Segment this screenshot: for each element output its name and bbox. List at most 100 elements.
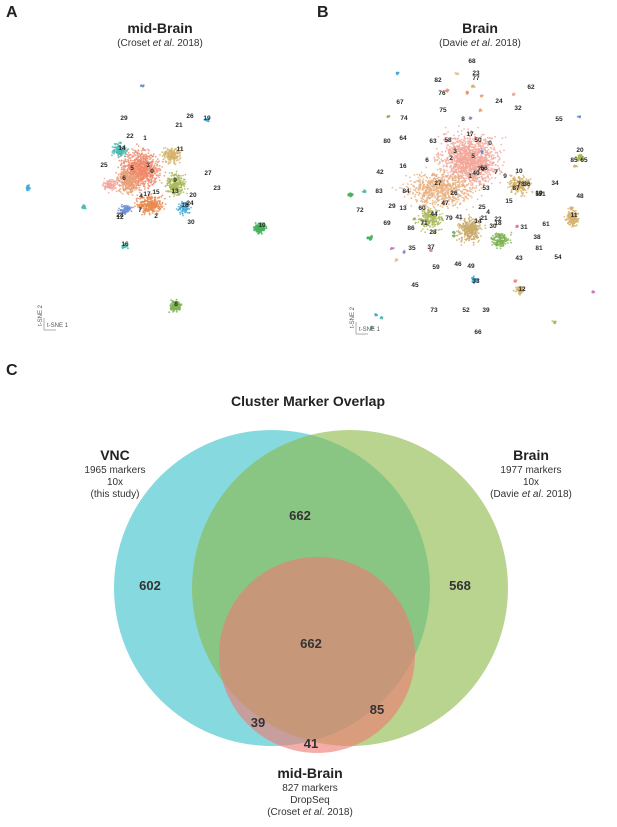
count-vnc-brain: 662 xyxy=(289,508,311,523)
panel-b-cluster-label: 71 xyxy=(420,220,428,227)
panel-b-cluster-label: 69 xyxy=(383,220,391,227)
panel-a-cluster-label: 30 xyxy=(187,219,195,226)
panel-a-axis-indicator: t-SNE 2 t-SNE 1 xyxy=(38,304,69,331)
panel-b-cluster-label: 1 xyxy=(468,173,472,180)
panel-b-cluster-label: 84 xyxy=(402,188,410,195)
panel-b-cluster-label: 53 xyxy=(482,185,490,192)
panel-b-cluster-label: 39 xyxy=(482,307,490,314)
panel-b-cluster-label: 43 xyxy=(515,255,523,262)
count-all-three: 662 xyxy=(300,636,322,651)
panel-a-cluster-label: 22 xyxy=(126,133,134,140)
panel-b-cluster-label: 30 xyxy=(489,223,497,230)
panel-b-cluster-label: 87 xyxy=(512,185,520,192)
panel-letter-a: A xyxy=(6,4,18,21)
vnc-source: (this study) xyxy=(90,489,140,500)
panel-b-cluster-label: 3 xyxy=(453,148,457,155)
panel-b-cluster-label: 65 xyxy=(580,157,588,164)
panel-b-cluster-label: 49 xyxy=(467,263,475,270)
panel-a-cluster-label: 2 xyxy=(154,213,158,220)
brain-marker-count: 1977 markers xyxy=(500,465,562,476)
panel-b-citation: (Davie et al. 2018) xyxy=(439,38,521,49)
panel-b-cluster-label: 58 xyxy=(444,137,452,144)
panel-a-cluster-label: 14 xyxy=(118,145,126,152)
brain-platform: 10x xyxy=(522,477,540,488)
count-vnc-only: 602 xyxy=(139,578,161,593)
panel-b-cluster-label: 15 xyxy=(505,198,513,205)
panel-b-cluster-label: 32 xyxy=(514,105,522,112)
panel-b-cluster-label: 21 xyxy=(480,215,488,222)
panel-b-cluster-label: 18 xyxy=(494,220,502,227)
panel-b-cluster-label: 4 xyxy=(486,209,490,216)
vnc-platform: 10x xyxy=(106,477,124,488)
panel-b-cluster-label: 8 xyxy=(461,116,465,123)
panel-a-cluster-label: 23 xyxy=(213,185,221,192)
panel-b-cluster-label: 46 xyxy=(454,261,462,268)
panel-b-cluster-label: 82 xyxy=(434,77,442,84)
panel-b-cluster-label: 78 xyxy=(517,181,525,188)
panel-a-cluster-label: 12 xyxy=(116,214,124,221)
panel-letter-b: B xyxy=(317,4,329,21)
panel-b-cluster-label: 81 xyxy=(535,245,543,252)
panel-b-cluster-label: 38 xyxy=(533,234,541,241)
panel-b-cluster-label: 56 xyxy=(480,165,488,172)
panel-a-cluster-label: 20 xyxy=(189,192,197,199)
panel-b-cluster-label: 76 xyxy=(438,90,446,97)
panel-a-cluster-label: 16 xyxy=(121,241,129,248)
panel-b-cluster-label: 52 xyxy=(462,307,470,314)
panel-b-cluster-label: 19 xyxy=(535,190,543,197)
panel-b-cluster-label: 63 xyxy=(429,138,437,145)
panel-b-cluster-label: 62 xyxy=(527,84,535,91)
panel-b-cluster-label: 26 xyxy=(450,190,458,197)
panel-b-cluster-label: 40 xyxy=(472,170,480,177)
panel-b-cluster-label: 12 xyxy=(518,286,526,293)
panel-letter-c: C xyxy=(6,362,18,379)
panel-b-cluster-label: 2 xyxy=(449,155,453,162)
midbrain-circle xyxy=(219,557,415,753)
panel-b-cluster-label: 7 xyxy=(494,169,498,176)
panel-a-cluster-label: 10 xyxy=(258,222,266,229)
panel-b-cluster-label: 22 xyxy=(494,216,502,223)
panel-a-citation: (Croset et al. 2018) xyxy=(117,38,203,49)
count-brain-only: 568 xyxy=(449,578,471,593)
panel-a-cluster-label: 26 xyxy=(186,113,194,120)
panel-b-cluster-label: 66 xyxy=(474,329,482,336)
panel-b-cluster-label: 44 xyxy=(430,211,438,218)
panel-b-title: Brain xyxy=(462,20,498,36)
count-vnc-midbrain: 39 xyxy=(251,715,265,730)
panel-b-cluster-label: 50 xyxy=(474,137,482,144)
panel-a-cluster-label: 11 xyxy=(177,146,184,153)
panel-a-tsne-plot: 0123456789101112131415161718192021222324… xyxy=(25,84,268,331)
panel-a-cluster-label: 9 xyxy=(173,177,177,184)
panel-b-cluster-label: 80 xyxy=(383,138,391,145)
panel-b-cluster-label: 11 xyxy=(571,212,578,219)
midbrain-set-name: mid-Brain xyxy=(277,765,343,781)
midbrain-source: (Croset et al. 2018) xyxy=(267,807,353,818)
panel-b-cluster-label: 61 xyxy=(542,221,550,228)
panel-b-axis-indicator: t-SNE 2 t-SNE 1 xyxy=(350,306,381,335)
panel-b-cluster-label: 85 xyxy=(570,157,578,164)
panel-b-cluster-label: 14 xyxy=(474,218,482,225)
panel-b-cluster-label: 5 xyxy=(471,153,475,160)
panel-b-cluster-label: 59 xyxy=(432,264,440,271)
panel-b-cluster-label: 9 xyxy=(503,173,507,180)
panel-b-cluster-label: 42 xyxy=(376,169,384,176)
midbrain-platform: DropSeq xyxy=(290,795,330,806)
panel-b-cluster-label: 54 xyxy=(554,254,562,261)
vnc-set-name: VNC xyxy=(100,447,130,463)
panel-a-cluster-label: 3 xyxy=(146,162,150,169)
panel-a-cluster-label: 28 xyxy=(116,212,124,219)
panel-a-cluster-label: 0 xyxy=(150,168,154,175)
panel-b-axis-x-label: t-SNE 1 xyxy=(359,327,381,333)
panel-a-cluster-label: 21 xyxy=(175,122,183,129)
panel-b-cluster-label: 6 xyxy=(425,157,429,164)
panel-a-cluster-label: 24 xyxy=(186,200,194,207)
panel-b-cluster-label: 16 xyxy=(399,163,407,170)
panel-b-cluster-label: 13 xyxy=(399,205,407,212)
panel-a-cluster-label: 6 xyxy=(122,175,126,182)
panel-b-cluster-label: 73 xyxy=(430,307,438,314)
panel-a-cluster-label: 27 xyxy=(204,170,212,177)
brain-set-name: Brain xyxy=(513,447,549,463)
panel-b-cluster-label: 75 xyxy=(439,107,447,114)
count-midbrain-only: 41 xyxy=(304,736,318,751)
